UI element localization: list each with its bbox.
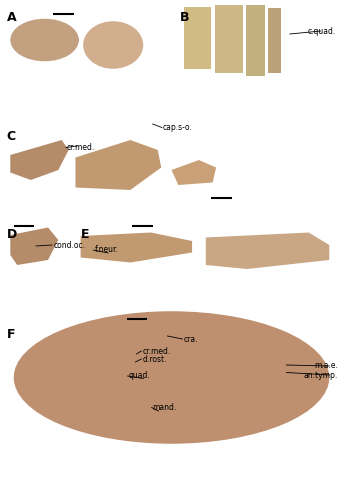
Text: mand.: mand. (153, 403, 177, 412)
Text: A: A (7, 11, 16, 24)
Text: E: E (81, 228, 89, 240)
Text: cr.med.: cr.med. (67, 143, 95, 152)
Ellipse shape (83, 21, 143, 68)
Text: cra.: cra. (184, 334, 198, 344)
Bar (184, 6, 211, 69)
Bar (268, 8, 281, 72)
Text: f.neur.: f.neur. (94, 246, 118, 254)
Text: C: C (7, 130, 16, 143)
Bar (246, 5, 265, 76)
Ellipse shape (10, 18, 79, 61)
Text: c.quad.: c.quad. (308, 26, 336, 36)
Text: B: B (180, 11, 190, 24)
Text: cap.s-o.: cap.s-o. (163, 123, 193, 132)
Text: an.tymp.: an.tymp. (304, 370, 338, 380)
Text: D: D (7, 228, 17, 240)
Ellipse shape (14, 311, 329, 444)
Text: cr.med.: cr.med. (142, 346, 170, 356)
Polygon shape (75, 140, 161, 190)
Text: m.a.e.: m.a.e. (314, 362, 338, 370)
Polygon shape (172, 160, 216, 185)
Text: d.rost.: d.rost. (142, 354, 167, 364)
Text: F: F (7, 328, 15, 340)
Polygon shape (10, 228, 58, 265)
Text: cond.oc.: cond.oc. (53, 240, 85, 250)
Polygon shape (10, 140, 69, 180)
Bar (215, 5, 243, 72)
Polygon shape (81, 232, 192, 262)
Text: quad.: quad. (129, 372, 150, 380)
Polygon shape (206, 232, 329, 269)
